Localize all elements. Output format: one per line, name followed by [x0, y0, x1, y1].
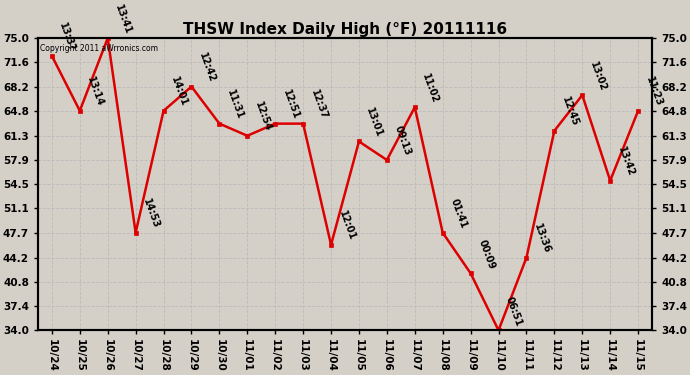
Title: THSW Index Daily High (°F) 20111116: THSW Index Daily High (°F) 20111116	[183, 22, 507, 37]
Text: 11:02: 11:02	[420, 72, 440, 105]
Text: 13:36: 13:36	[532, 222, 552, 255]
Text: 14:01: 14:01	[169, 75, 189, 108]
Text: 12:01: 12:01	[337, 210, 357, 242]
Text: Copyright 2011 aWrronics.com: Copyright 2011 aWrronics.com	[40, 44, 158, 53]
Text: 12:42: 12:42	[197, 51, 217, 84]
Text: 14:53: 14:53	[141, 197, 161, 230]
Text: 13:41: 13:41	[113, 3, 133, 35]
Text: 11:23: 11:23	[644, 75, 664, 108]
Text: 13:42: 13:42	[615, 146, 635, 178]
Text: 11:31: 11:31	[225, 88, 245, 121]
Text: 13:02: 13:02	[588, 60, 608, 92]
Text: 13:3?: 13:3?	[57, 22, 77, 53]
Text: 09:13: 09:13	[393, 124, 413, 157]
Text: 12:45: 12:45	[560, 95, 580, 128]
Text: 06:51: 06:51	[504, 295, 524, 327]
Text: 13:14: 13:14	[86, 75, 106, 108]
Text: 12:51: 12:51	[281, 88, 301, 121]
Text: 01:41: 01:41	[448, 197, 469, 230]
Text: 00:09: 00:09	[476, 238, 496, 270]
Text: 12:37: 12:37	[308, 88, 328, 121]
Text: 12:54: 12:54	[253, 100, 273, 133]
Text: 13:01: 13:01	[364, 106, 384, 139]
